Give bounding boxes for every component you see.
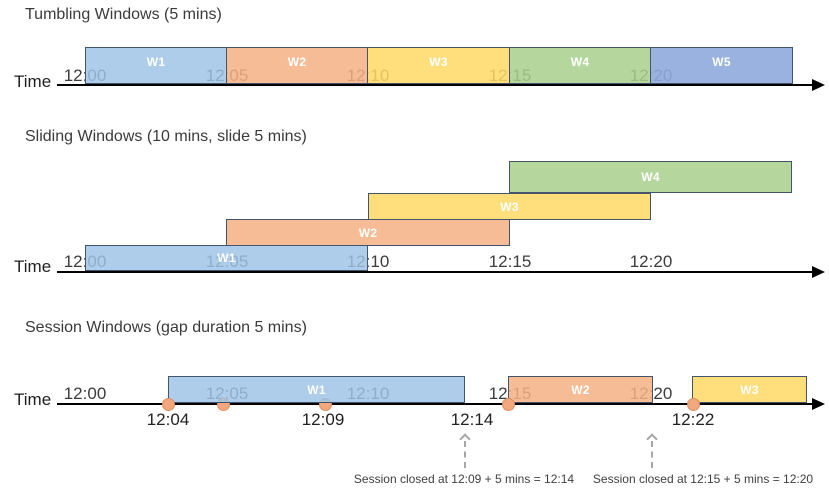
tumbling-time-axis-line bbox=[57, 84, 814, 86]
tumbling-axis-arrow-icon bbox=[812, 79, 825, 91]
session-window-w2: W2 bbox=[508, 376, 653, 403]
session-axis-arrow-icon bbox=[812, 398, 825, 410]
session-window-w3: W3 bbox=[692, 376, 807, 403]
tumbling-section-title: Tumbling Windows (5 mins) bbox=[25, 6, 222, 23]
event-dot-1215 bbox=[502, 398, 515, 411]
sliding-section-title: Sliding Windows (10 mins, slide 5 mins) bbox=[25, 128, 307, 145]
event-time-1222: 12:22 bbox=[671, 410, 715, 429]
event-time-1214: 12:14 bbox=[450, 410, 494, 429]
tumbling-window-w4-label: W4 bbox=[570, 55, 590, 69]
tumbling-window-w3-label: W3 bbox=[429, 55, 448, 69]
tumbling-window-w5-label: W5 bbox=[712, 55, 731, 69]
sliding-window-w3: W3 bbox=[368, 193, 651, 220]
sliding-window-w4-label: W4 bbox=[641, 170, 660, 184]
event-time-1209: 12:09 bbox=[301, 410, 345, 429]
annotation-arrow-line-2 bbox=[651, 441, 653, 468]
session-window-w1: W1 bbox=[168, 376, 465, 403]
sliding-window-w2-label: W2 bbox=[358, 225, 378, 240]
sliding-window-w1: W1 bbox=[85, 245, 368, 271]
sliding-window-w4: W4 bbox=[509, 161, 792, 193]
tumbling-window-w5: W5 bbox=[650, 47, 793, 84]
event-dot-1204 bbox=[162, 398, 175, 411]
tumbling-window-w4: W4 bbox=[509, 47, 651, 84]
tumbling-window-w1-label: W1 bbox=[146, 55, 166, 69]
session-annotation-w2: Session closed at 12:15 + 5 mins = 12:20 bbox=[592, 472, 814, 486]
session-time-axis-label: Time bbox=[14, 390, 52, 409]
sliding-tick-1220: 12:20 bbox=[629, 252, 673, 271]
sliding-axis-arrow-icon bbox=[812, 266, 825, 278]
sliding-window-w3-label: W3 bbox=[500, 199, 519, 214]
session-window-w2-label: W2 bbox=[571, 382, 590, 397]
session-window-w1-label: W1 bbox=[307, 382, 326, 397]
annotation-arrow-line-1 bbox=[464, 441, 466, 468]
tumbling-time-axis-label: Time bbox=[14, 72, 52, 91]
session-section-title: Session Windows (gap duration 5 mins) bbox=[25, 319, 307, 336]
sliding-time-axis-line bbox=[57, 271, 814, 273]
event-time-1204: 12:04 bbox=[146, 410, 190, 429]
session-window-w3-label: W3 bbox=[740, 382, 759, 397]
session-time-axis-line bbox=[57, 403, 814, 405]
tumbling-window-w1: W1 bbox=[85, 47, 227, 84]
sliding-window-w2: W2 bbox=[226, 219, 510, 246]
tumbling-window-w2-label: W2 bbox=[287, 55, 307, 69]
session-annotation-w1: Session closed at 12:09 + 5 mins = 12:14 bbox=[353, 472, 575, 486]
sliding-time-axis-label: Time bbox=[14, 257, 52, 276]
sliding-tick-1215: 12:15 bbox=[488, 252, 532, 271]
tumbling-window-w3: W3 bbox=[367, 47, 510, 84]
event-dot-1222 bbox=[687, 398, 700, 411]
tumbling-window-w2: W2 bbox=[226, 47, 368, 84]
sliding-window-w1-label: W1 bbox=[217, 251, 236, 265]
session-tick-1200: 12:00 bbox=[63, 384, 107, 403]
